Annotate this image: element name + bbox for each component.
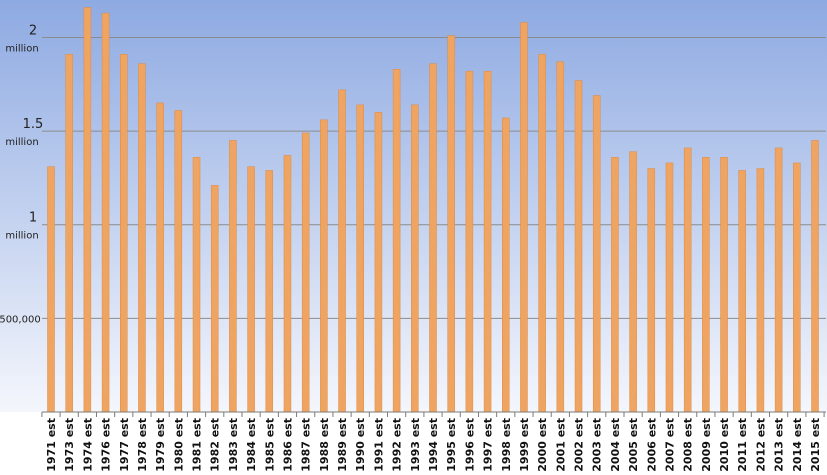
- x-tick-label: 1990 est: [354, 418, 367, 472]
- x-tick-label: 2003 est: [591, 418, 604, 472]
- x-tick-label: 2004 est: [609, 418, 622, 472]
- bar: [47, 166, 55, 413]
- x-tick-label: 2002 est: [573, 418, 586, 472]
- y-tick-label: 2 million: [5, 23, 38, 54]
- bar: [101, 12, 110, 413]
- x-tick-label: 2015 est: [809, 418, 822, 472]
- bar: [702, 157, 710, 413]
- bar: [683, 147, 692, 413]
- bar: [283, 155, 292, 413]
- bar: [247, 166, 255, 413]
- bar: [720, 157, 728, 413]
- bar: [301, 132, 310, 413]
- x-tick-label: 2006 est: [645, 418, 658, 472]
- x-axis-ticks: 1971 est 1973 est 1974 est 1976 est 1977 est…: [45, 418, 822, 472]
- x-tick-label: 1981 est: [191, 418, 204, 472]
- x-tick-label: 2013 est: [773, 418, 786, 472]
- bar: [502, 117, 510, 413]
- x-tick-label: 1985 est: [263, 418, 276, 472]
- bar: [447, 35, 455, 413]
- bar: [356, 104, 364, 413]
- x-tick-label: 1998 est: [500, 418, 513, 472]
- bar: [83, 7, 92, 413]
- x-tick-label: 2012 est: [754, 418, 767, 472]
- x-tick-label: 2001 est: [554, 418, 567, 472]
- bar: [465, 70, 474, 413]
- x-tick-label: 1976 est: [100, 418, 113, 472]
- x-tick-label: 1986 est: [281, 418, 294, 472]
- x-tick-label: 2010 est: [718, 418, 731, 472]
- bar: [611, 157, 619, 413]
- x-tick-label: 1978 est: [136, 418, 149, 472]
- x-tick-label: 1992 est: [391, 418, 404, 472]
- x-tick-label: 1995 est: [445, 418, 458, 472]
- bar: [556, 61, 565, 413]
- x-tick-label: 1979 est: [154, 418, 167, 472]
- x-tick-label: 1993 est: [409, 418, 422, 472]
- x-tick-label: 1973 est: [63, 418, 76, 472]
- bar: [374, 112, 383, 413]
- bar: [774, 147, 783, 413]
- bar: [429, 63, 437, 413]
- x-tick-label: 1994 est: [427, 418, 440, 472]
- x-tick-label: 2008 est: [682, 418, 695, 472]
- y-axis-ticks: 500,000 1 million 1.5 million 2 million: [0, 23, 43, 325]
- bar: [192, 157, 201, 413]
- x-tick-label: 1987 est: [300, 418, 313, 472]
- y-tick-label: 1.5 million: [5, 117, 43, 148]
- x-tick-label: 1996 est: [463, 418, 476, 472]
- bar: [229, 140, 237, 413]
- x-tick-label: 1988 est: [318, 418, 331, 472]
- x-tick-label: 2005 est: [627, 418, 640, 472]
- x-tick-label: 2014 est: [791, 418, 804, 472]
- x-tick-label: 1991 est: [372, 418, 385, 472]
- bar: [120, 54, 128, 413]
- bar: [629, 151, 637, 413]
- bar: [174, 110, 183, 413]
- bars: [47, 7, 819, 413]
- x-tick-label: 1982 est: [209, 418, 222, 472]
- bar: [338, 89, 346, 413]
- bar: [811, 140, 819, 413]
- bar: [210, 185, 219, 413]
- x-tick-label: 1977 est: [118, 418, 131, 472]
- bar: [392, 69, 401, 413]
- x-tick-label: 1984 est: [245, 418, 258, 472]
- y-tick-label: 1 million: [5, 211, 38, 242]
- x-tick-label: 2011 est: [736, 418, 749, 472]
- y-tick-label: 500,000: [0, 314, 41, 325]
- x-tick-label: 1997 est: [482, 418, 495, 472]
- x-tick-label: 2009 est: [700, 418, 713, 472]
- bar: [411, 104, 419, 413]
- x-tick-label: 1974 est: [81, 418, 94, 472]
- bar: [793, 162, 801, 413]
- bar: [483, 70, 492, 413]
- bar: [320, 119, 328, 413]
- bar: [538, 54, 546, 413]
- x-tick-label: 1989 est: [336, 418, 349, 472]
- x-tick-label: 2000 est: [536, 418, 549, 472]
- bar: [265, 170, 274, 413]
- x-tick-label: 2007 est: [663, 418, 676, 472]
- bar: [574, 80, 583, 413]
- x-tick-label: 1971 est: [45, 418, 58, 472]
- bar: [647, 168, 656, 413]
- bar: [65, 54, 73, 413]
- bar: [138, 63, 146, 413]
- x-tick-label: 1983 est: [227, 418, 240, 472]
- bar: [756, 168, 765, 413]
- x-tick-label: 1980 est: [172, 418, 185, 472]
- bar: [520, 22, 528, 413]
- bar: [592, 95, 601, 413]
- bar: [738, 170, 746, 413]
- bar: [156, 102, 164, 413]
- bar: [665, 162, 674, 413]
- x-axis: [41, 411, 826, 417]
- x-tick-label: 1999 est: [518, 418, 531, 472]
